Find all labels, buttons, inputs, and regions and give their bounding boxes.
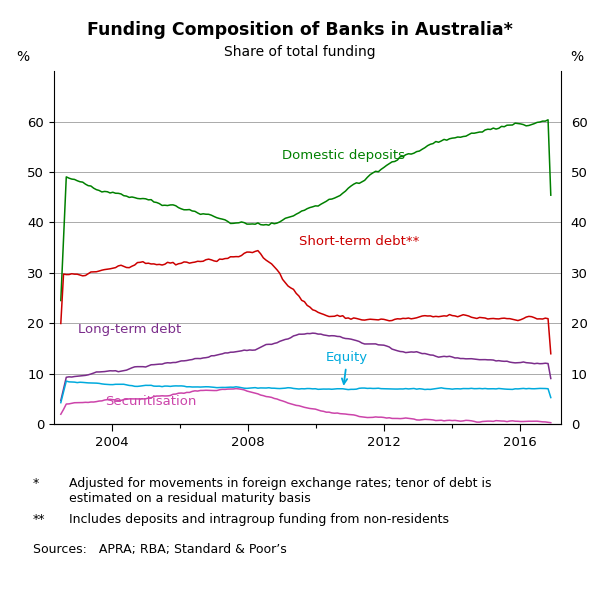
Text: Short-term debt**: Short-term debt** [299, 235, 419, 248]
Text: Equity: Equity [326, 351, 368, 384]
Text: %: % [571, 50, 584, 64]
Text: Sources:   APRA; RBA; Standard & Poor’s: Sources: APRA; RBA; Standard & Poor’s [33, 543, 287, 556]
Text: Includes deposits and intragroup funding from non-residents: Includes deposits and intragroup funding… [69, 513, 449, 526]
Text: Share of total funding: Share of total funding [224, 45, 376, 59]
Text: Domestic deposits: Domestic deposits [282, 149, 405, 162]
Text: Long-term debt: Long-term debt [78, 323, 181, 336]
Text: Funding Composition of Banks in Australia*: Funding Composition of Banks in Australi… [87, 21, 513, 39]
Text: **: ** [33, 513, 46, 526]
Text: *: * [33, 477, 39, 490]
Text: Adjusted for movements in foreign exchange rates; tenor of debt is
estimated on : Adjusted for movements in foreign exchan… [69, 477, 491, 505]
Text: Securitisation: Securitisation [105, 395, 196, 408]
Text: %: % [16, 50, 29, 64]
